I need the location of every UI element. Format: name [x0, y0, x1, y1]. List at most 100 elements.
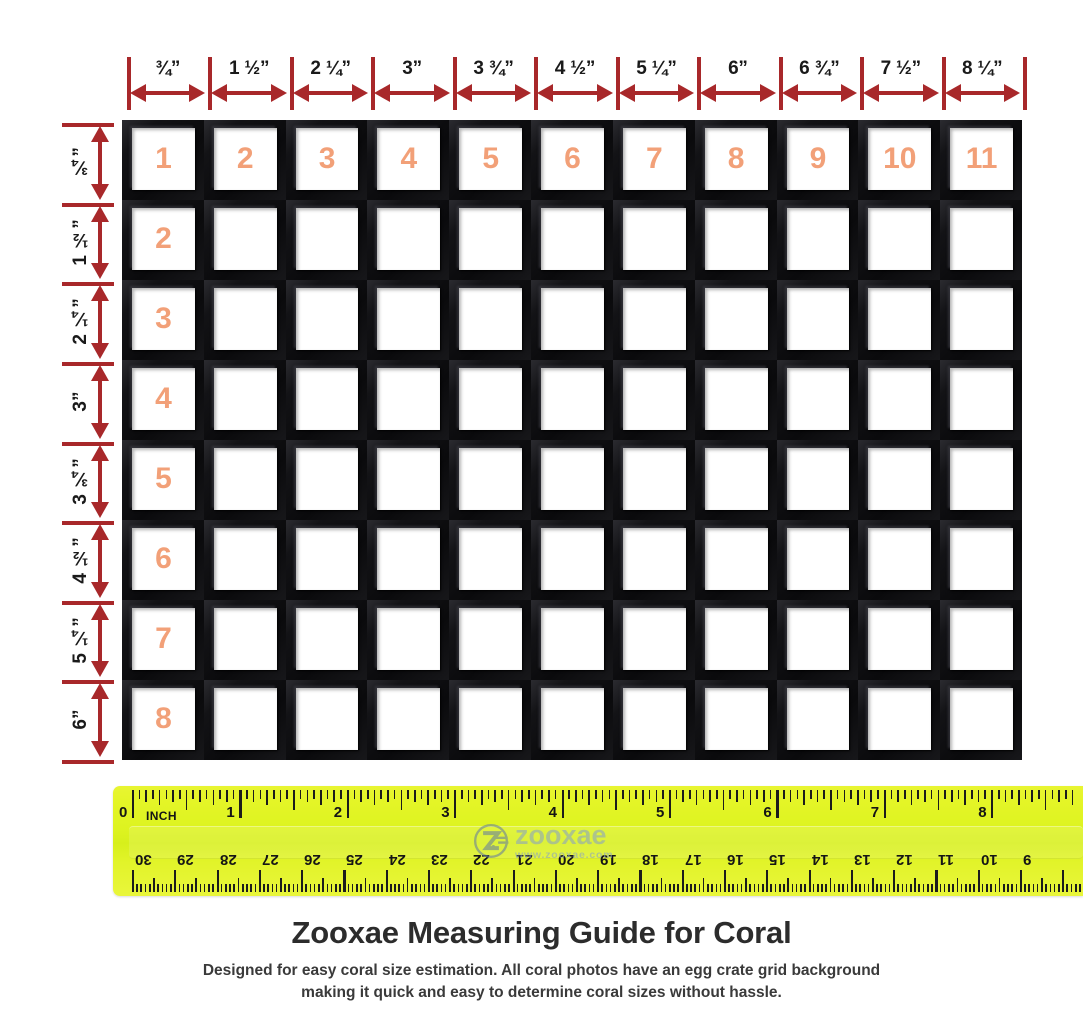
- cm-tick: [863, 884, 866, 892]
- inch-tick: [487, 790, 490, 799]
- inch-tick: [655, 790, 658, 802]
- grid-cell-opening: [295, 528, 359, 590]
- inch-tick: [272, 790, 275, 799]
- cm-tick: [275, 884, 278, 892]
- inch-tick: [1065, 790, 1067, 799]
- grid-cell: [612, 360, 695, 440]
- cm-number: 18: [642, 851, 660, 868]
- cm-tick: [888, 884, 891, 892]
- inch-tick: [950, 790, 953, 802]
- cm-tick: [144, 884, 147, 892]
- cm-tick: [931, 884, 933, 892]
- inch-tick: [776, 790, 779, 818]
- cm-tick: [825, 884, 828, 892]
- grid-cell-number: 5: [155, 462, 172, 495]
- grid-cell-opening: [950, 288, 1013, 350]
- cm-tick: [313, 884, 316, 892]
- grid-cell: [776, 280, 859, 360]
- inch-tick: [138, 790, 141, 799]
- cm-tick: [406, 878, 409, 892]
- grid-cell-opening: [377, 448, 441, 510]
- inch-tick: [1058, 790, 1060, 802]
- inch-tick: [1024, 790, 1027, 799]
- grid-cell: [367, 680, 450, 760]
- cm-tick: [440, 884, 443, 892]
- cm-tick: [635, 884, 637, 892]
- grid-cell-opening: [786, 448, 850, 510]
- inch-tick: [830, 790, 832, 810]
- cm-tick: [389, 884, 392, 892]
- cm-tick: [1036, 884, 1039, 892]
- cm-tick: [833, 884, 836, 892]
- top-scale-segment: 6”: [697, 57, 778, 110]
- cm-tick: [491, 878, 493, 892]
- cm-tick: [394, 884, 396, 892]
- inch-tick: [957, 790, 960, 799]
- inch-tick: [971, 790, 973, 799]
- grid-cell: 8: [122, 680, 204, 760]
- cm-tick: [559, 884, 561, 892]
- cm-tick: [419, 884, 422, 892]
- left-scale-segment: 3”: [62, 361, 114, 442]
- grid-cell: [858, 600, 941, 680]
- inch-tick: [266, 790, 268, 805]
- grid-cell: [612, 520, 695, 600]
- inch-tick: [729, 790, 731, 799]
- cm-tick: [191, 884, 193, 892]
- grid-cell-number: 3: [155, 302, 172, 335]
- cm-tick: [402, 884, 405, 892]
- grid-cell-opening: [459, 608, 523, 670]
- cm-number: 26: [304, 851, 321, 868]
- cm-tick: [783, 884, 785, 892]
- cm-tick: [554, 870, 558, 892]
- grid-cell-number: 11: [965, 142, 998, 175]
- zooxae-logo: zooxae www.zooxae.com: [472, 822, 613, 861]
- inch-tick: [843, 790, 846, 802]
- left-scale-label: ¾”: [70, 147, 91, 179]
- inch-tick: [212, 790, 215, 805]
- inch-tick: [722, 790, 725, 810]
- cm-tick: [990, 884, 992, 892]
- grid-cell: [694, 200, 777, 280]
- cm-tick: [986, 884, 988, 892]
- grid-cell-opening: [295, 208, 359, 270]
- cm-tick: [778, 884, 781, 892]
- grid-cell-opening: 1: [132, 128, 195, 190]
- cm-tick: [1028, 884, 1030, 892]
- left-scale-tick: [62, 760, 114, 764]
- cm-tick: [960, 884, 963, 892]
- inch-number: 2: [333, 804, 343, 821]
- grid-cell-opening: [295, 368, 359, 430]
- inch-unit-label: INCH: [146, 809, 177, 823]
- inch-tick: [870, 790, 872, 802]
- cm-tick: [808, 870, 811, 892]
- cm-tick: [195, 878, 198, 892]
- grid-cell-opening: [786, 688, 850, 750]
- grid-cell: [203, 520, 286, 600]
- cm-number: 27: [261, 851, 279, 868]
- left-scale-segment: ¾”: [62, 123, 114, 203]
- inch-tick: [178, 790, 181, 799]
- cm-tick: [157, 884, 159, 892]
- grid-cell-opening: [868, 208, 932, 270]
- cm-tick: [884, 884, 887, 892]
- cm-tick: [745, 878, 747, 892]
- top-scale-arrow: [944, 84, 1020, 102]
- inch-tick: [165, 790, 168, 799]
- inch-number: 7: [870, 804, 880, 821]
- left-scale-label: 5 ¼”: [70, 617, 91, 664]
- cm-tick: [1019, 870, 1023, 892]
- grid-cell-opening: [377, 528, 441, 590]
- inch-tick: [789, 790, 792, 802]
- top-scale-label: 1 ½”: [228, 58, 270, 79]
- cm-tick: [427, 870, 431, 892]
- inch-tick: [984, 790, 987, 799]
- grid-cell: [367, 360, 450, 440]
- grid-cell-opening: 8: [132, 688, 195, 750]
- grid-cell-opening: [868, 288, 932, 350]
- cm-tick: [398, 884, 400, 892]
- cm-tick: [660, 878, 663, 892]
- grid-cell-opening: [868, 368, 932, 430]
- top-scale-arrow: [130, 84, 206, 102]
- inch-tick: [756, 790, 758, 799]
